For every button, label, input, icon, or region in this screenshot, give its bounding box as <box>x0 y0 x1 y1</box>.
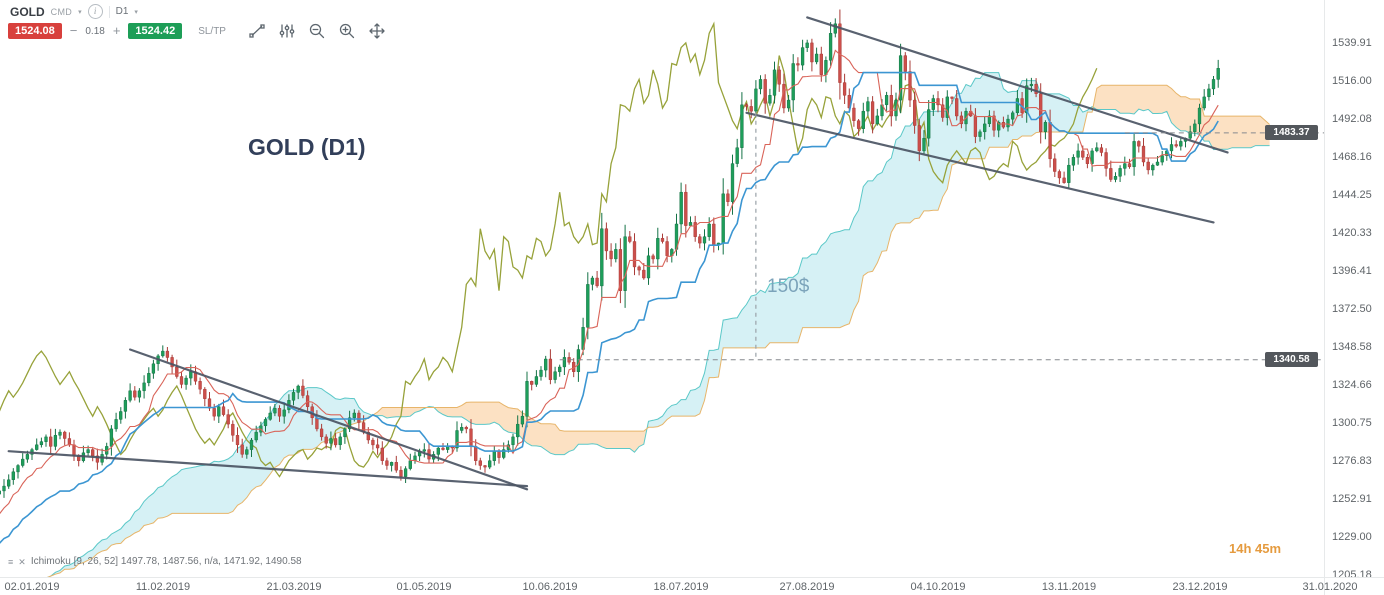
x-axis-label: 10.06.2019 <box>522 581 578 593</box>
symbol-label: GOLD <box>10 4 45 19</box>
pan-crosshair-icon[interactable] <box>368 22 386 40</box>
kumo-cloud-bearish <box>372 85 1270 455</box>
y-axis-label: 1516.00 <box>1332 75 1372 87</box>
market-caret-icon: ▾ <box>78 8 82 16</box>
x-axis-label: 04.10.2019 <box>910 581 966 593</box>
y-axis-label: 1539.91 <box>1332 37 1372 49</box>
market-label[interactable]: CMD <box>50 6 73 17</box>
zoom-in-icon[interactable] <box>338 22 356 40</box>
y-axis-label: 1444.25 <box>1332 189 1372 201</box>
indicator-menu-icon[interactable]: ≡ <box>8 556 14 567</box>
spread-value: 0.18 <box>85 25 105 37</box>
chart-canvas[interactable] <box>0 0 1324 577</box>
y-axis-label: 1372.50 <box>1332 303 1372 315</box>
chart-title-annotation: GOLD (D1) <box>248 134 366 160</box>
y-axis-label: 1396.41 <box>1332 265 1372 277</box>
trendline[interactable] <box>745 111 1215 224</box>
y-axis-label: 1229.00 <box>1332 531 1372 543</box>
y-axis-label: 1324.66 <box>1332 379 1372 391</box>
timeframe-caret-icon: ▾ <box>134 8 138 16</box>
x-axis-label: 31.01.2020 <box>1302 581 1358 593</box>
y-axis-label: 1468.16 <box>1332 151 1372 163</box>
trendline[interactable] <box>806 16 1229 154</box>
price-axis[interactable]: 1539.91 1516.00 1492.08 1468.16 1444.25 1420.… <box>1324 0 1384 595</box>
kijun-sen-line <box>0 71 1219 544</box>
buy-button[interactable]: 1524.42 <box>128 23 183 39</box>
sell-button[interactable]: 1524.08 <box>8 23 62 39</box>
tenkan-sen-line <box>0 49 1219 515</box>
price-chart[interactable]: GOLD (D1) 150$ 1483.37 1340.58 14h 45m ≡… <box>0 0 1324 577</box>
y-axis-label: 1205.18 <box>1332 569 1372 581</box>
price-level-badge-lower[interactable]: 1340.58 <box>1265 352 1318 367</box>
y-axis-label: 1420.33 <box>1332 227 1372 239</box>
up-candle-bodies <box>0 23 1220 495</box>
x-axis-label: 13.11.2019 <box>1041 581 1097 593</box>
senkou-b-line <box>47 84 1270 577</box>
x-axis-label: 23.12.2019 <box>1172 581 1228 593</box>
x-axis-label: 02.01.2019 <box>4 581 60 593</box>
y-axis-label: 1492.08 <box>1332 113 1372 125</box>
x-axis-label: 18.07.2019 <box>653 581 709 593</box>
y-axis-label: 1348.58 <box>1332 341 1372 353</box>
time-axis[interactable]: 02.01.2019 11.02.2019 21.03.2019 01.05.2019… <box>0 577 1384 595</box>
x-axis-label: 21.03.2019 <box>266 581 322 593</box>
indicator-legend-text: Ichimoku [9, 26, 52] 1497.78, 1487.56, n… <box>30 556 302 567</box>
trendline[interactable] <box>7 450 529 488</box>
trendline-tool-icon[interactable] <box>248 22 266 40</box>
candle-countdown-timer: 14h 45m <box>1229 541 1282 556</box>
chart-toolbar <box>248 22 386 40</box>
kumo-cloud-bullish <box>48 72 1093 577</box>
senkou-a-line <box>47 72 1270 577</box>
indicators-icon[interactable] <box>278 22 296 40</box>
timeframe-select[interactable]: D1 <box>115 6 129 17</box>
instrument-header: GOLD CMD ▾ i D1 ▾ 1524.08 − 0.18 + 1524.… <box>0 0 386 40</box>
trendline[interactable] <box>128 348 529 491</box>
indicator-remove-icon[interactable]: ✕ <box>18 556 26 567</box>
price-level-badge-upper[interactable]: 1483.37 <box>1265 125 1318 140</box>
header-divider <box>108 5 110 18</box>
instrument-info-icon[interactable]: i <box>87 4 103 19</box>
y-axis-label: 1300.75 <box>1332 417 1372 429</box>
measure-value-label: 150$ <box>767 276 810 297</box>
zoom-out-icon[interactable] <box>308 22 326 40</box>
volume-minus-button[interactable]: − <box>69 23 78 38</box>
y-axis-label: 1276.83 <box>1332 455 1372 467</box>
x-axis-label: 01.05.2019 <box>396 581 452 593</box>
chikou-span-line <box>0 21 1098 478</box>
x-axis-label: 11.02.2019 <box>135 581 191 593</box>
x-axis-label: 27.08.2019 <box>779 581 835 593</box>
volume-plus-button[interactable]: + <box>112 23 121 38</box>
y-axis-label: 1252.91 <box>1332 493 1372 505</box>
indicator-legend: ≡ ✕ Ichimoku [9, 26, 52] 1497.78, 1487.5… <box>8 556 302 567</box>
sltp-button[interactable]: SL/TP <box>198 25 226 37</box>
